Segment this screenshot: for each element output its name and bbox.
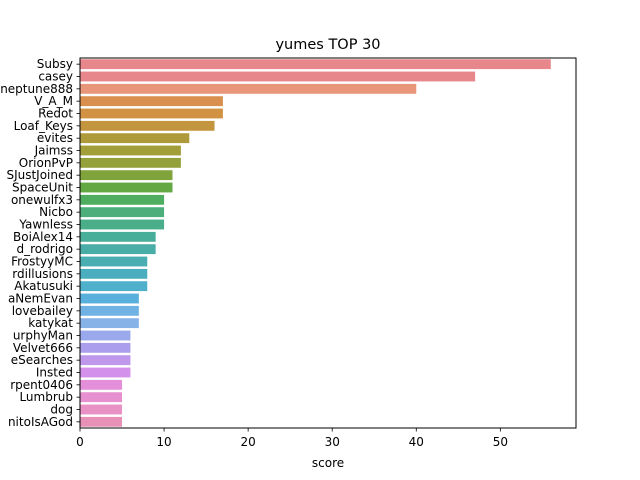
bar — [80, 330, 131, 341]
bar — [80, 96, 223, 107]
y-tick-label: Subsy — [37, 57, 73, 71]
bar — [80, 244, 156, 255]
y-tick-label: rpent0406 — [10, 378, 73, 392]
bar — [80, 71, 476, 82]
y-tick-label: Lumbrub — [19, 390, 73, 404]
chart-title: yumes TOP 30 — [275, 37, 380, 53]
x-tick-label: 20 — [240, 435, 255, 449]
y-tick-label: Velvet666 — [13, 341, 73, 355]
bar — [80, 182, 173, 193]
y-tick-label: casey — [38, 70, 73, 84]
y-tick-label: Insted — [36, 366, 73, 380]
y-tick-label: evites — [37, 131, 73, 145]
bar — [80, 355, 131, 366]
bar — [80, 342, 131, 353]
x-tick-label: 0 — [76, 435, 84, 449]
y-tick-label: SJustJoined — [6, 168, 73, 182]
x-tick-label: 10 — [156, 435, 171, 449]
bar — [80, 194, 165, 205]
bar — [80, 404, 123, 415]
bar — [80, 207, 165, 218]
bar — [80, 157, 181, 168]
y-tick-label: Loaf_Keys — [14, 119, 73, 133]
y-tick-label: Redot — [38, 107, 73, 121]
bar — [80, 133, 190, 144]
bar — [80, 170, 173, 181]
y-tick-label: BoiAlex14 — [13, 230, 73, 244]
x-axis-ticks: 0 10 20 30 40 50 — [76, 428, 508, 449]
y-tick-label: urphyMan — [13, 329, 73, 343]
y-tick-label: dog — [50, 403, 73, 417]
bar — [80, 318, 139, 329]
y-tick-label: neptune888 — [0, 82, 73, 96]
y-tick-label: lovebailey — [12, 304, 73, 318]
bar — [80, 379, 123, 390]
bar — [80, 416, 123, 427]
bar — [80, 256, 148, 267]
y-tick-label: katykat — [28, 316, 73, 330]
y-tick-label: nitoIsAGod — [8, 415, 73, 429]
bar — [80, 219, 165, 230]
bar — [80, 293, 139, 304]
plot-frame — [79, 57, 577, 429]
bars-group — [80, 59, 551, 427]
y-tick-label: SpaceUnit — [12, 181, 73, 195]
bar — [80, 305, 139, 316]
bar — [80, 231, 156, 242]
bar — [80, 281, 148, 292]
x-tick-label: 30 — [325, 435, 340, 449]
y-tick-label: eSearches — [11, 353, 73, 367]
y-tick-label: aNemEvan — [8, 292, 73, 306]
y-tick-label: OrionPvP — [19, 156, 73, 170]
bar — [80, 108, 223, 119]
x-tick-label: 50 — [493, 435, 508, 449]
bar — [80, 83, 417, 94]
y-tick-label: FrostyyMC — [11, 255, 73, 269]
bar — [80, 145, 181, 156]
bar — [80, 120, 215, 131]
x-tick-label: 40 — [409, 435, 424, 449]
y-tick-label: Yawnless — [18, 218, 73, 232]
bar — [80, 367, 131, 378]
y-tick-label: rdillusions — [12, 267, 73, 281]
y-tick-label: onewulfx3 — [11, 193, 73, 207]
y-tick-label: d_rodrigo — [17, 242, 73, 256]
y-tick-label: Nicbo — [39, 205, 73, 219]
y-tick-label: Jaimss — [34, 144, 73, 158]
bar — [80, 392, 123, 403]
y-tick-label: Akatusuki — [14, 279, 73, 293]
x-axis-label: score — [312, 456, 344, 470]
bar — [80, 268, 148, 279]
bar — [80, 59, 551, 70]
y-tick-label: V_A_M — [34, 94, 73, 108]
y-axis-ticks: Subsycaseyneptune888V_A_MRedotLoaf_Keyse… — [0, 57, 80, 429]
